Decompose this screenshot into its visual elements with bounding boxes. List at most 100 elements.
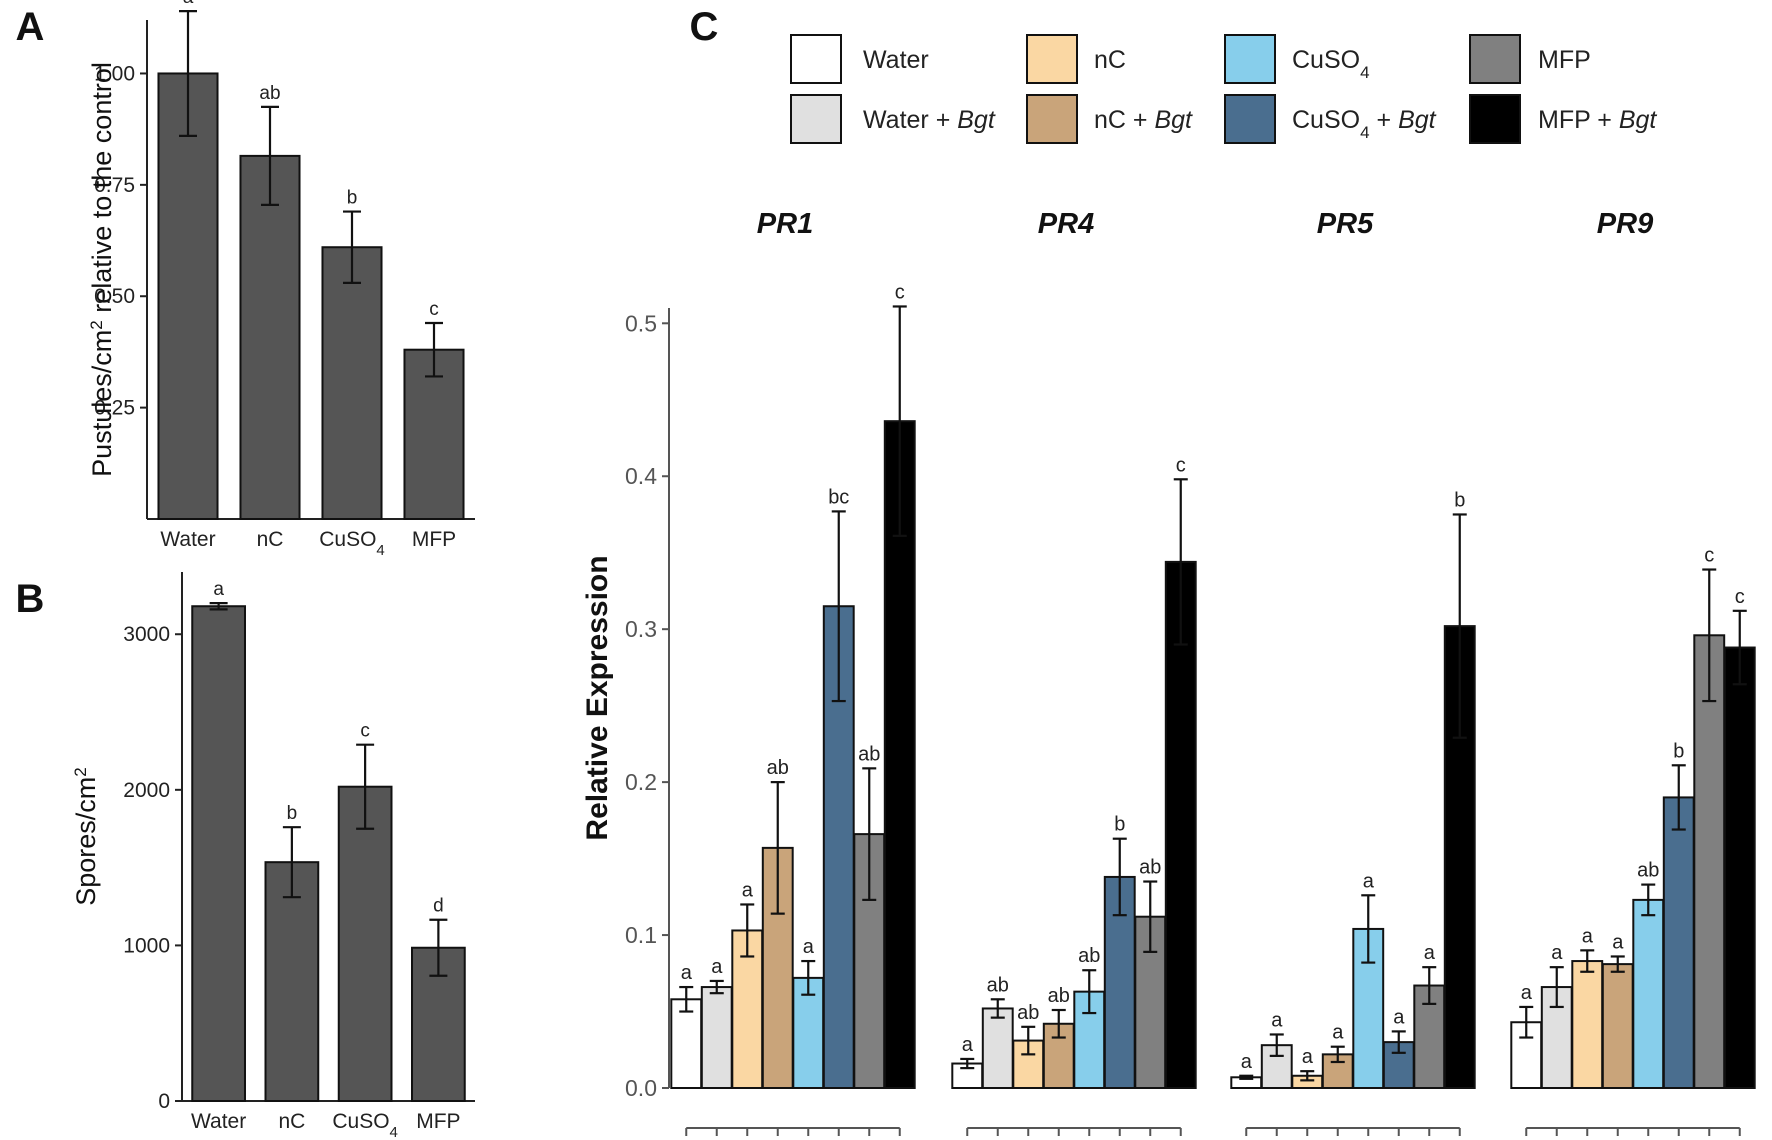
legend-swatch-nC: [1026, 34, 1078, 84]
legend-label-CuSO4_Bgt: CuSO4 + Bgt: [1292, 106, 1437, 142]
significance-letter: a: [1393, 1006, 1405, 1028]
legend-label-text-plus: +: [1370, 106, 1399, 134]
legend-label-CuSO4: CuSO4: [1292, 46, 1370, 82]
y-tick-label: 0.5: [625, 310, 657, 336]
facet-title-PR1: PR1: [757, 208, 813, 240]
bar-PR9-CuSO4_Bgt: [1662, 796, 1695, 1089]
x-tick-label-text: Water: [191, 1110, 246, 1133]
facet-title-PR4: PR4: [1038, 208, 1094, 240]
x-tick-label: CuSO4: [319, 528, 385, 559]
significance-letter: ab: [767, 757, 789, 779]
legend-label-MFP: MFP: [1538, 46, 1591, 74]
significance-letter: c: [1735, 586, 1745, 608]
x-tick-label-text: nC: [278, 1110, 305, 1133]
y-axis-label-superscript: 2: [87, 320, 106, 329]
x-tick-label-text: CuSO: [319, 528, 376, 551]
significance-letter: a: [1332, 1022, 1344, 1044]
significance-letter: a: [1241, 1051, 1253, 1073]
legend-label-text: CuSO: [1292, 46, 1360, 74]
significance-letter: c: [895, 281, 905, 303]
panel-b: B 0 1000 2000 3000 Spores/cm2 a Water b nC c CuSO4 d…: [16, 572, 475, 1140]
bar-PR1-Water: [670, 998, 703, 1090]
legend-label-MFP_Bgt: MFP + Bgt: [1538, 106, 1657, 134]
legend-label-nC_Bgt: nC + Bgt: [1094, 106, 1193, 134]
bar-nC: [239, 154, 301, 520]
legend-swatch-MFP_Bgt: [1469, 94, 1521, 144]
significance-letter: ab: [1078, 945, 1100, 967]
x-tick-label-text: CuSO: [332, 1110, 389, 1133]
significance-letter: a: [1582, 925, 1594, 947]
y-axis-label-text-rest: relative to the control: [87, 62, 117, 320]
significance-letter: ab: [987, 974, 1009, 996]
significance-letter: ab: [858, 743, 880, 765]
legend-swatch-CuSO4: [1224, 34, 1276, 84]
significance-letter: a: [213, 579, 224, 600]
significance-letter: ab: [1139, 857, 1161, 879]
legend-label-italic: Bgt: [1398, 106, 1437, 134]
significance-letter: a: [681, 962, 693, 984]
legend-swatch-MFP: [1469, 34, 1521, 84]
y-tick-label: 1.00: [94, 62, 135, 85]
panel-letter-b: B: [16, 577, 45, 621]
significance-letter: d: [433, 896, 444, 917]
y-tick-label: 0.2: [625, 769, 657, 795]
bar-PR1-CuSO4: [792, 976, 825, 1089]
significance-letter: a: [1612, 931, 1624, 953]
legend-label-italic: Bgt: [957, 106, 996, 134]
legend-label-text: MFP: [1538, 46, 1591, 74]
x-tick-label-text: MFP: [416, 1110, 460, 1133]
bar-PR4-MFP_Bgt: [1164, 560, 1197, 1089]
legend-label-text: Water: [863, 46, 929, 74]
significance-letter: a: [1363, 870, 1375, 892]
significance-letter: a: [1271, 1009, 1283, 1031]
bar-Water: [191, 605, 246, 1103]
significance-letter: a: [742, 879, 754, 901]
y-tick-label: 0.4: [625, 463, 657, 489]
y-tick-label: 2000: [123, 779, 170, 802]
y-tick-label: 1000: [123, 934, 170, 957]
significance-letter: bc: [828, 486, 849, 508]
y-tick-label: 0.3: [625, 616, 657, 642]
legend-swatch-Water: [790, 34, 842, 84]
legend-label-text: nC +: [1094, 106, 1154, 134]
significance-letter: b: [1673, 740, 1684, 762]
significance-letter: ab: [1017, 1002, 1039, 1024]
x-tick-label: Water: [160, 528, 215, 551]
panel-letter-c: C: [690, 5, 719, 49]
significance-letter: a: [1302, 1046, 1314, 1068]
panel-letter-a: A: [16, 5, 45, 49]
bar-PR1-Water_Bgt: [700, 986, 733, 1090]
significance-letter: c: [1176, 454, 1186, 476]
x-tick-label: MFP: [416, 1110, 460, 1133]
y-axis-label: Relative Expression: [581, 555, 614, 840]
legend-label-subscript: 4: [1360, 123, 1369, 142]
bar-PR9-nC_Bgt: [1601, 963, 1634, 1090]
bar-CuSO4: [321, 246, 383, 521]
facet-title-PR9: PR9: [1597, 208, 1653, 240]
bar-PR9-CuSO4: [1632, 898, 1665, 1089]
legend-label-text: MFP +: [1538, 106, 1619, 134]
significance-letter: c: [360, 721, 370, 742]
significance-letter: b: [1114, 814, 1125, 836]
x-tick-label-subscript: 4: [376, 542, 384, 559]
significance-letter: b: [347, 188, 358, 209]
significance-letter: c: [429, 299, 439, 320]
bar-PR4-Water_Bgt: [981, 1007, 1014, 1089]
legend-label-italic: Bgt: [1619, 106, 1658, 134]
x-tick-label: Water: [191, 1110, 246, 1133]
facet-title-PR5: PR5: [1317, 208, 1374, 240]
legend-label-Water_Bgt: Water + Bgt: [863, 106, 996, 134]
significance-letter: a: [183, 0, 194, 8]
bar-CuSO4: [337, 785, 393, 1103]
legend-label-Water: Water: [863, 46, 929, 74]
x-tick-label: MFP: [412, 528, 456, 551]
y-tick-label: 0.1: [625, 922, 657, 948]
bar-PR9-MFP: [1693, 634, 1726, 1089]
significance-letter: ab: [1637, 860, 1659, 882]
significance-letter: ab: [1048, 985, 1070, 1007]
